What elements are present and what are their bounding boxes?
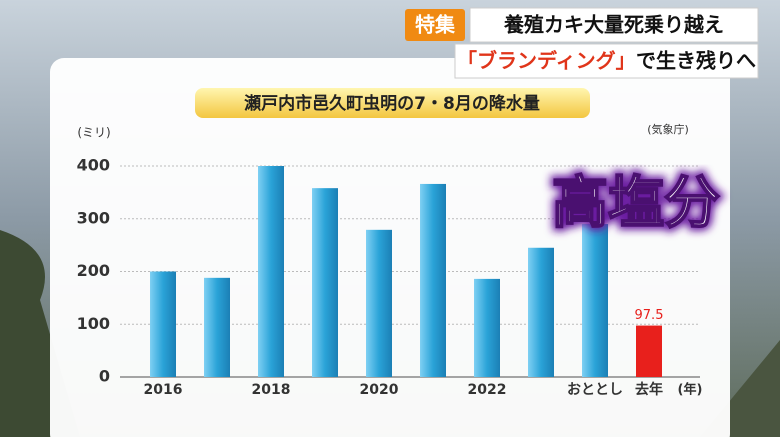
value-label: 97.5 — [635, 308, 664, 323]
y-tick-label: 0 — [99, 367, 110, 386]
bar — [474, 278, 500, 377]
bar — [258, 166, 284, 377]
bar — [582, 224, 608, 377]
title-box — [195, 88, 590, 118]
bar — [366, 229, 392, 377]
source: (気象庁) — [647, 122, 689, 136]
bar — [528, 247, 554, 377]
headline-box — [469, 7, 759, 43]
caption-glow: 高塩分 — [552, 171, 720, 236]
headline-box — [454, 43, 759, 79]
headline: で生き残りへ — [636, 49, 756, 73]
chart-title: 瀬戸内市邑久町虫明の7・8月の降水量 — [244, 93, 540, 114]
x-tick-label: 2020 — [360, 382, 399, 398]
headline: 養殖カキ大量死乗り越え — [503, 13, 724, 37]
x-unit: (年) — [678, 382, 703, 398]
plot: 0 100 200 300 400 2016 2018 2020 2022 おととし 去年 97.5 — [77, 156, 700, 398]
y-tick-label: 300 — [77, 208, 110, 227]
bar — [312, 188, 338, 377]
bar — [636, 325, 662, 377]
bar — [204, 277, 230, 377]
y-tick-label: 400 — [77, 156, 110, 175]
y-tick-label: 100 — [77, 314, 110, 333]
y-unit: (ミリ) — [77, 126, 110, 140]
tag-box — [405, 9, 465, 41]
headline-highlight: 「ブランディング」 — [457, 49, 636, 73]
x-tick-label: 2022 — [468, 382, 507, 398]
x-tick-label: おととし — [567, 382, 623, 398]
bar — [420, 183, 446, 377]
y-tick-label: 200 — [77, 261, 110, 280]
x-tick-label: 去年 — [635, 381, 663, 398]
x-tick-label: 2016 — [144, 382, 183, 398]
bar — [150, 271, 176, 377]
caption: 高塩分 — [552, 171, 720, 236]
x-tick-label: 2018 — [252, 382, 291, 398]
tag: 特集 — [415, 13, 456, 37]
